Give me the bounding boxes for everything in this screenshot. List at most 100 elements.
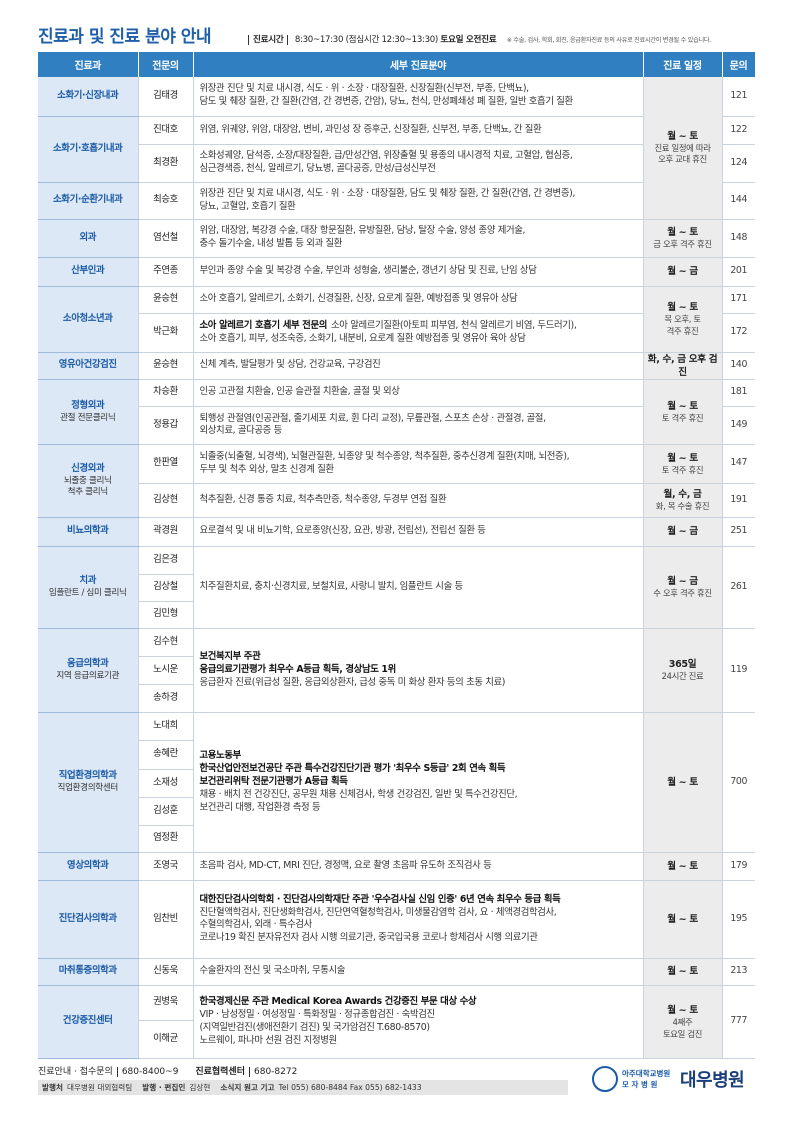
detail-line: 신체 계측, 발달평가 및 상담, 건강교육, 구강검진 xyxy=(200,359,637,372)
schedule-cell: 월 ~ 토 xyxy=(642,712,722,853)
schedule-line: 격주 휴진 xyxy=(666,325,699,336)
detail-text: 진단혈액학검사, 진단생화학검사, 진단면역혈청학검사, 미생물감염학 검사, … xyxy=(199,906,557,918)
doctor-name: 염선철 xyxy=(137,219,194,258)
detail-line: 노르웨이, 파나마 선원 검진 지정병원 xyxy=(200,1035,637,1048)
column-header: 진료과 xyxy=(38,52,139,77)
department-name: 소화기·신장내과 xyxy=(57,89,119,101)
schedule-line: 24시간 진료 xyxy=(661,671,704,682)
department-name: 정형외과 xyxy=(71,399,105,411)
logo-mark xyxy=(592,1066,618,1092)
doctor-name: 김수현 xyxy=(137,628,194,657)
detail-cell: 퇴행성 관절염(인공관절, 줄기세포 치료, 휜 다리 교정), 무릎관절, 스… xyxy=(193,406,643,445)
schedule-cell: 월 ~ 토 4째주 토요일 검진 xyxy=(642,985,722,1059)
detail-cell: 척추질환, 신경 통증 치료, 척추측만증, 척수종양, 두경부 연접 질환 xyxy=(193,483,643,518)
hours-note: ※ 수술, 검사, 학회, 회진, 응급환자진료 등의 사유로 진료시간이 변경… xyxy=(506,37,711,44)
table-row: 신경외과 뇌졸중 클리닉 척추 클리닉 한판열 뇌졸중(뇌출혈, 뇌경색), 뇌혈관질환… xyxy=(38,444,755,518)
footer-text: 김상현 xyxy=(189,1083,211,1092)
phone-cell: 191 xyxy=(721,483,755,518)
detail-text: 코로나19 확진 분자유전자 검사 시행 의료기관, 중국입국용 코로나 항체검… xyxy=(199,932,538,944)
department-name: 뇌졸중 클리닉 xyxy=(63,475,112,486)
table-row: 직업환경의학과 직업환경의학센터 노대희 고용노동부 한국산업안전보건공단 주관 특수건… xyxy=(38,712,755,853)
detail-line: 충수 돌기수술, 내성 발톱 등 외과 질환 xyxy=(200,238,637,251)
detail-text: 당뇨, 고혈압, 호흡기 질환 xyxy=(199,200,296,212)
table-row: 마취통증의학과 신동욱 수술환자의 전신 및 국소마취, 무통시술 월 ~ 토 213 xyxy=(38,958,755,986)
detail-cell: 위장관 진단 및 치료 내시경, 식도 · 위 · 소장 · 대장질환, 신장질… xyxy=(193,77,643,117)
detail-cell: 치주질환치료, 충치·신경치료, 보철치료, 사랑니 발치, 임플란트 시술 등 xyxy=(193,546,643,629)
detail-text: 부인과 종양 수술 및 복강경 수술, 부인과 성형술, 생리불순, 갱년기 상… xyxy=(199,265,537,277)
table-row: 김성훈 xyxy=(38,797,755,826)
schedule-line: 금 오후 격주 휴진 xyxy=(653,238,712,249)
detail-highlight: 한국산업안전보건공단 주관 특수건강진단기관 평가 '최우수 S등급' 2회 연… xyxy=(199,763,506,775)
phone-cell: 181 xyxy=(721,379,755,407)
detail-line: 소화성궤양, 담석증, 소장/대장질환, 급/만성간염, 위장출혈 및 용종의 … xyxy=(200,150,637,163)
department-cell: 신경외과 뇌졸중 클리닉 척추 클리닉 xyxy=(38,444,138,518)
detail-text: 초음파 검사, MD-CT, MRI 진단, 경정맥, 요로 촬영 초음파 유도… xyxy=(199,859,492,871)
detail-cell: 수술환자의 전신 및 국소마취, 무통시술 xyxy=(193,958,643,986)
detail-text: 소아 호흡기, 피부, 성조숙증, 소화기, 내분비, 요로계 질환 예방접종 … xyxy=(199,332,526,344)
schedule-cell: 365일 24시간 진료 xyxy=(642,628,722,713)
doctor-name: 신동욱 xyxy=(137,958,194,986)
department-name: 소화기·호흡기내과 xyxy=(53,142,123,154)
detail-text: 담도 및 췌장 질환, 간 질환(간염, 간 경변증, 간암), 당뇨, 천식,… xyxy=(199,96,574,108)
doctor-name: 염정환 xyxy=(137,825,194,853)
table-header: 진료과 전문의 세부 진료분야 진료 일정 문의 xyxy=(38,52,756,77)
detail-cell: 인공 고관절 치환술, 인공 슬관절 치환술, 골절 및 외상 xyxy=(193,379,643,407)
hours-label: 진료시간 xyxy=(248,35,289,45)
phone-cell: 149 xyxy=(721,406,755,445)
department-name: 외과 xyxy=(79,231,97,243)
schedule-line: 4째주 xyxy=(672,1016,693,1027)
detail-text: 소화성궤양, 담석증, 소장/대장질환, 급/만성간염, 위장출혈 및 용종의 … xyxy=(199,150,573,162)
detail-cell: 소아 호흡기, 알레르기, 소화기, 신경질환, 신장, 요로계 질환, 예방접… xyxy=(193,286,643,314)
phone-cell: 213 xyxy=(721,958,755,986)
detail-text: 외상치료, 골다공증 등 xyxy=(199,425,283,437)
schedule-line: 월 ~ 토 xyxy=(667,400,698,412)
detail-line: 위장관 진단 및 치료 내시경, 식도 · 위 · 소장 · 대장질환, 담도 … xyxy=(200,188,637,201)
department-name: 직업환경의학센터 xyxy=(57,783,119,794)
department-cell: 영상의학과 xyxy=(38,852,138,881)
doctor-name: 노시운 xyxy=(137,656,194,685)
detail-text: 위장관 진단 및 치료 내시경, 식도 · 위 · 소장 · 대장질환, 담도 … xyxy=(199,187,576,199)
department-cell: 소화기·신장내과 xyxy=(38,77,138,117)
doctor-name: 윤승현 xyxy=(137,352,194,380)
table-row: 비뇨의학과 곽경원 요로결석 및 내 비뇨기학, 요로종양(신장, 요관, 방광, … xyxy=(38,517,755,547)
department-name: 응급의학과 xyxy=(67,658,109,670)
detail-line: 인공 고관절 치환술, 인공 슬관절 치환술, 골절 및 외상 xyxy=(200,386,637,399)
footer-contact: 진료안내 · 접수문의 680-8400~9 진료협력센터 680-8272 xyxy=(38,1064,301,1077)
detail-cell: 대한진단검사의학회 · 진단검사의학재단 주관 '우수검사실 신임 인증' 6년… xyxy=(193,880,643,959)
table-row: 김민형 xyxy=(38,601,755,629)
schedule-cell: 월 ~ 토 xyxy=(642,852,722,881)
phone-cell: 172 xyxy=(721,313,755,353)
schedule-cell: 월 ~ 토 진료 일정에 따라 오후 교대 휴진 xyxy=(642,77,722,220)
department-name: 치과 xyxy=(79,575,97,587)
detail-text: 위암, 대장암, 복강경 수술, 대장 항문질환, 유방질환, 담낭, 탈장 수… xyxy=(199,225,526,237)
detail-line: 수술환자의 전신 및 국소마취, 무통시술 xyxy=(200,965,637,978)
detail-cell: 요로결석 및 내 비뇨기학, 요로종양(신장, 요관, 방광, 전립선), 전립… xyxy=(193,517,643,547)
schedule-line: 월 ~ 토 xyxy=(667,776,698,788)
department-name: 직업환경의학과 xyxy=(58,770,117,782)
detail-cell: 위염, 위궤양, 위암, 대장암, 변비, 과민성 장 증후군, 신장질환, 신… xyxy=(193,116,643,145)
detail-line: 당뇨, 고혈압, 호흡기 질환 xyxy=(200,201,637,214)
table-row: 산부인과 주연종 부인과 종양 수술 및 복강경 수술, 부인과 성형술, 생리불순… xyxy=(38,257,755,287)
phone-cell: 777 xyxy=(721,985,755,1059)
schedule-line: 월 ~ 토 xyxy=(667,130,698,142)
schedule-cell: 화, 수, 금 오후 검진 xyxy=(642,352,722,380)
department-cell: 외과 xyxy=(38,219,138,258)
detail-cell: 위암, 대장암, 복강경 수술, 대장 항문질환, 유방질환, 담낭, 탈장 수… xyxy=(193,219,643,258)
doctor-name: 한판열 xyxy=(137,444,194,484)
doctor-name: 김은경 xyxy=(137,546,194,575)
schedule-line: 월, 수, 금 xyxy=(663,489,702,501)
detail-cell: 신체 계측, 발달평가 및 상담, 건강교육, 구강검진 xyxy=(193,352,643,380)
table-row: 소아청소년과 윤승현 소아 호흡기, 알레르기, 소화기, 신경질환, 신장, 요로… xyxy=(38,286,755,353)
detail-text: 인공 고관절 치환술, 인공 슬관절 치환술, 골절 및 외상 xyxy=(199,386,400,398)
table-row: 건강증진센터 권병욱 한국경제신문 주관 Medical Korea Awards … xyxy=(38,985,755,1059)
footer-publisher: 발행처 대우병원 대외협력팀 발행 · 편집인 김상현 소식지 원고 기고 Tel 055… xyxy=(38,1080,568,1095)
schedule-line: 월 ~ 토 xyxy=(667,966,698,978)
detail-text: 소아 알레르기질환(아토피 피부염, 천식 알레르기 비염, 두드러기), xyxy=(331,319,577,331)
hours: 8:30~17:30 xyxy=(294,35,344,45)
column-header: 진료 일정 xyxy=(643,52,723,77)
doctor-name: 송혜란 xyxy=(137,740,194,770)
detail-line: 보건복지부 주관 xyxy=(200,651,637,664)
schedule-line: 월 ~ 금 xyxy=(667,576,698,588)
